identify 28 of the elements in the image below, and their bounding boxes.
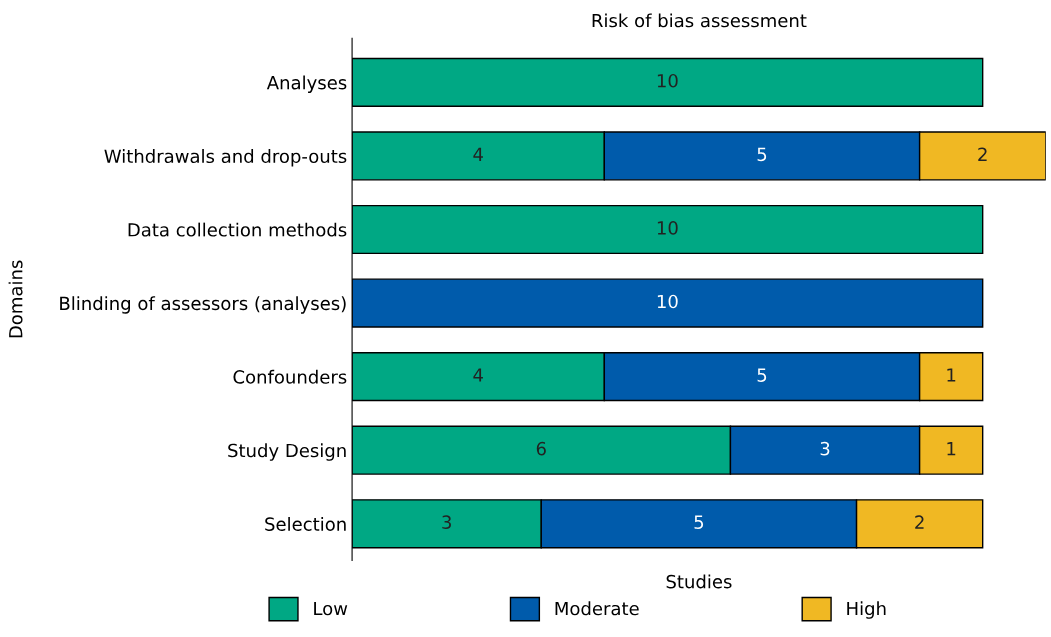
data-label: 5 [757,368,767,382]
data-label: 4 [473,147,483,161]
y-tick-label: Blinding of assessors (analyses) [60,296,346,314]
y-tick-label: Selection [265,516,346,531]
data-label: 6 [536,441,546,456]
data-label: 10 [657,73,678,88]
x-axis-title: Studies [666,574,732,589]
data-label: 10 [657,221,678,235]
data-label: 1 [947,442,956,456]
legend-label: Moderate [555,601,639,616]
y-tick-label: Study Design [228,443,346,461]
data-label: 1 [947,368,956,382]
chart-title: Risk of bias assessment [592,13,807,28]
legend-label: High [847,601,886,619]
y-tick-label: Withdrawals and drop-outs [104,149,347,167]
y-tick-label: Data collection methods [128,222,347,237]
data-label: 5 [757,147,767,162]
data-label: 5 [694,515,704,530]
data-label: 10 [657,294,678,309]
y-axis-title: Domains [8,260,23,338]
legend-label: Low [314,601,348,616]
y-tick-label: Confounders [233,369,347,384]
data-label: 2 [978,147,987,161]
data-label: 2 [915,515,924,529]
data-label: 3 [442,515,451,530]
data-label: 4 [473,368,483,382]
data-label: 3 [820,441,830,456]
y-tick-label: Analyses [266,75,347,93]
